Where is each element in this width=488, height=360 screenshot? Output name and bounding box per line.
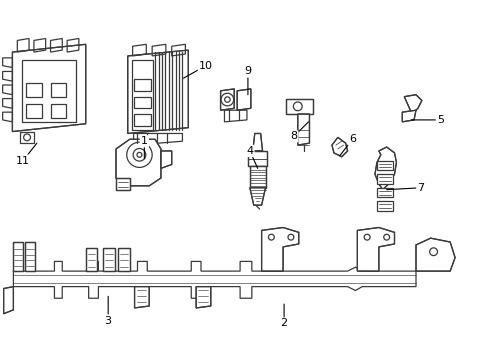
Text: 3: 3 xyxy=(104,315,111,325)
Polygon shape xyxy=(297,114,309,145)
Text: 2: 2 xyxy=(280,319,287,328)
Bar xyxy=(133,96,151,108)
Polygon shape xyxy=(116,178,129,190)
Bar xyxy=(133,79,151,91)
Polygon shape xyxy=(161,151,171,168)
Polygon shape xyxy=(374,147,396,190)
Bar xyxy=(50,104,66,118)
Polygon shape xyxy=(237,89,250,110)
Text: 10: 10 xyxy=(199,60,212,71)
Bar xyxy=(133,114,151,126)
Polygon shape xyxy=(127,50,188,134)
Polygon shape xyxy=(252,134,262,151)
Text: 4: 4 xyxy=(246,146,253,156)
Bar xyxy=(26,83,41,96)
Bar xyxy=(376,174,392,184)
Bar xyxy=(376,188,392,197)
Polygon shape xyxy=(220,89,234,110)
Polygon shape xyxy=(249,166,265,188)
Text: 5: 5 xyxy=(436,115,443,125)
Polygon shape xyxy=(12,44,85,131)
Polygon shape xyxy=(285,99,313,114)
Text: 1: 1 xyxy=(141,136,147,146)
Text: 11: 11 xyxy=(16,156,30,166)
Polygon shape xyxy=(196,287,210,308)
Polygon shape xyxy=(118,248,129,271)
Polygon shape xyxy=(134,287,149,308)
Bar xyxy=(50,83,66,96)
Bar xyxy=(376,201,392,211)
Polygon shape xyxy=(116,139,161,186)
Polygon shape xyxy=(247,151,267,166)
Polygon shape xyxy=(331,138,347,157)
Polygon shape xyxy=(404,95,421,114)
Polygon shape xyxy=(357,228,394,271)
Polygon shape xyxy=(103,248,115,271)
Polygon shape xyxy=(249,188,265,205)
Bar xyxy=(376,161,392,170)
Polygon shape xyxy=(3,287,13,314)
Polygon shape xyxy=(415,238,454,271)
Polygon shape xyxy=(85,248,97,271)
Polygon shape xyxy=(13,242,23,271)
Bar xyxy=(131,60,153,130)
Bar xyxy=(22,60,76,122)
Text: 7: 7 xyxy=(416,183,424,193)
Text: 8: 8 xyxy=(290,131,297,141)
Polygon shape xyxy=(402,110,415,122)
Polygon shape xyxy=(13,261,415,298)
Bar xyxy=(26,104,41,118)
Text: 6: 6 xyxy=(348,134,355,144)
Text: 9: 9 xyxy=(244,67,251,76)
Polygon shape xyxy=(261,228,298,271)
Polygon shape xyxy=(25,242,35,271)
Circle shape xyxy=(126,142,152,167)
